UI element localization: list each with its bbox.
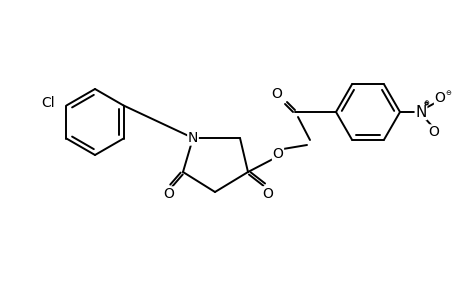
Text: O: O: [428, 125, 438, 139]
Text: O: O: [271, 87, 282, 101]
Text: ⊖: ⊖: [444, 90, 450, 96]
Text: N: N: [414, 104, 426, 119]
Text: N: N: [187, 131, 198, 145]
Text: O: O: [163, 187, 174, 201]
Text: O: O: [434, 91, 444, 105]
Text: ⊕: ⊕: [422, 100, 428, 106]
Text: O: O: [262, 187, 273, 201]
Text: O: O: [272, 147, 283, 161]
Text: Cl: Cl: [41, 95, 54, 110]
